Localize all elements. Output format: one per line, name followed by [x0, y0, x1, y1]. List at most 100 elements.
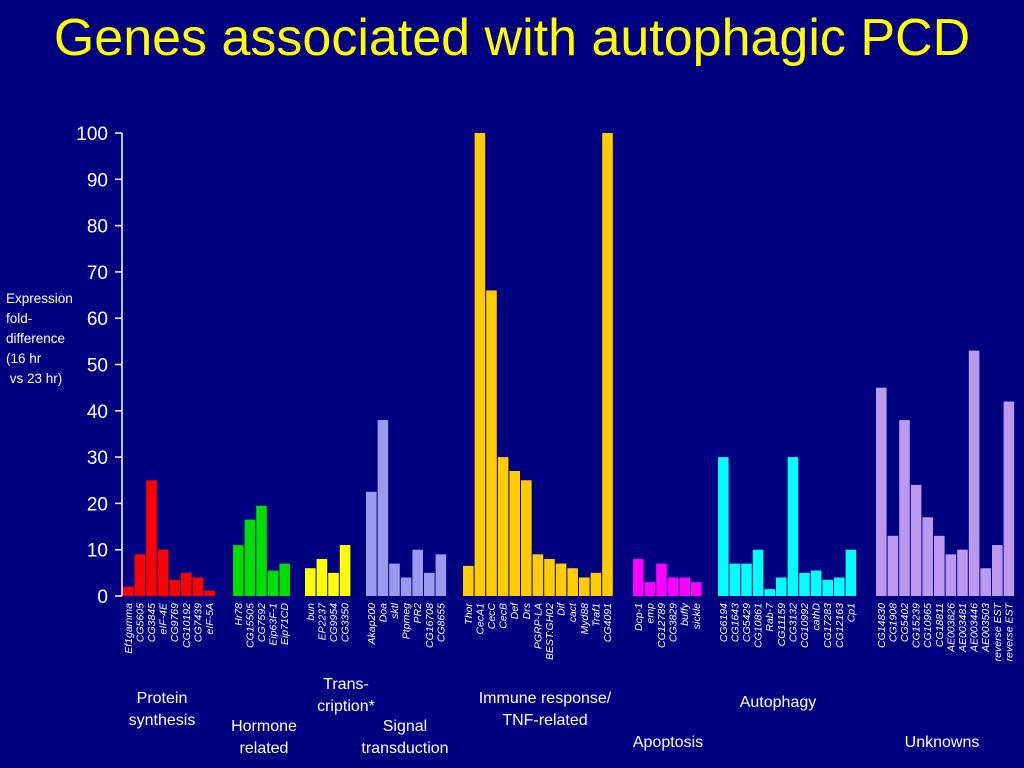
y-tick-label: 60 [87, 309, 108, 330]
x-tick-label: buffy [679, 602, 691, 626]
bar [718, 457, 729, 596]
x-tick-label: CG3829 [668, 603, 680, 642]
x-tick-label: CecA1 [474, 603, 486, 635]
bar [644, 582, 656, 596]
bar [579, 577, 590, 596]
y-tick-label: 40 [87, 402, 108, 423]
bar [555, 563, 567, 596]
x-tick-label: Rab-7 [764, 602, 776, 632]
x-tick-label: Dcp-1 [633, 603, 645, 631]
bar [957, 549, 968, 596]
bar [377, 420, 389, 596]
bar [181, 572, 192, 596]
bar [633, 558, 644, 596]
x-tick-label: AE003446 [969, 603, 981, 653]
bar [656, 563, 667, 596]
y-tick-label: 50 [87, 356, 108, 377]
bar [741, 563, 752, 596]
bar [233, 545, 244, 596]
bar [532, 554, 544, 596]
bar [192, 577, 204, 596]
bar [691, 582, 702, 596]
x-tick-label: CG10192 [181, 603, 193, 648]
x-tick-label: Eip63F-1 [268, 603, 280, 646]
x-tick-label: CG12789 [656, 603, 668, 648]
bar [810, 570, 822, 596]
group-label: Trans- cription* [317, 676, 375, 715]
bar [509, 470, 520, 596]
x-tick-label: Dif [556, 602, 568, 616]
bar [968, 350, 980, 596]
bar [834, 577, 845, 596]
chart-title: Genes associated with autophagic PCD [53, 9, 971, 67]
x-tick-label: CG15505 [244, 603, 256, 648]
x-tick-label: CG14830 [876, 603, 888, 648]
x-tick-label: CecC [486, 603, 498, 630]
y-axis-label: Expression fold- difference (16 hr vs 23… [6, 291, 73, 386]
x-tick-label: reverse EST [1003, 601, 1015, 661]
bar [899, 420, 910, 596]
bar [157, 549, 169, 596]
x-tick-label: Ptpmeg [401, 603, 413, 639]
x-tick-label: CG17283 [822, 603, 834, 648]
x-tick-label: CG1908 [887, 603, 899, 642]
bar [922, 517, 933, 596]
x-tick-label: CG5429 [741, 603, 753, 642]
x-tick-label: Hr78 [233, 603, 245, 626]
bar [134, 554, 146, 596]
x-tick-label: CG3132 [787, 603, 799, 642]
x-tick-label: Doa [377, 603, 389, 622]
bar [267, 570, 279, 596]
bar [486, 290, 497, 596]
bar [980, 568, 991, 596]
x-tick-label: CG16708 [424, 603, 436, 648]
bar [316, 558, 328, 596]
x-tick-label: CG4091 [602, 603, 614, 642]
x-tick-label: CG10992 [799, 603, 811, 648]
group-label: Protein synthesis [128, 690, 196, 729]
y-tick-label: 10 [87, 541, 108, 562]
bar [910, 484, 922, 596]
y-tick-label: 80 [87, 217, 108, 238]
bar [256, 505, 267, 596]
x-tick-label: Eip71CD [279, 603, 291, 645]
bar [146, 480, 157, 596]
x-tick-label: CG10965 [922, 603, 934, 648]
group-label: Autophagy [739, 694, 817, 711]
group-label: Unknowns [904, 734, 980, 751]
x-tick-label: Traf1 [590, 603, 602, 627]
bar [279, 563, 290, 596]
bar [497, 457, 509, 596]
x-tick-label: cathD [811, 603, 823, 631]
x-tick-label: cact [567, 602, 579, 622]
bar [244, 519, 256, 596]
bar [787, 457, 799, 596]
x-tick-label: CG18811 [934, 603, 946, 647]
bar [679, 577, 690, 596]
x-tick-label: reverse EST [992, 601, 1004, 661]
x-tick-label: CG11159 [776, 603, 788, 647]
group-label: Immune response/ TNF-related [478, 690, 612, 729]
x-tick-label: CG9954 [328, 603, 340, 642]
x-tick-label: EP2237 [316, 602, 328, 641]
bar [667, 577, 679, 596]
x-tick-label: CG5402 [899, 603, 911, 642]
bar [123, 586, 134, 596]
x-tick-label: CG1643 [729, 603, 741, 642]
bar [435, 554, 447, 596]
y-tick-label: 90 [87, 170, 108, 191]
bar [887, 535, 899, 596]
x-tick-label: AE003503 [980, 603, 992, 653]
group-label: Apoptosis [632, 734, 704, 751]
x-tick-label: CG12163 [834, 603, 846, 648]
x-tick-label: CG9769 [169, 603, 181, 642]
bar [474, 133, 486, 596]
bar [602, 133, 613, 596]
bar [305, 568, 316, 596]
x-tick-label: CG15239 [911, 603, 923, 648]
y-tick-label: 20 [87, 494, 108, 515]
x-tick-label: Thor [463, 603, 475, 625]
bar [845, 549, 857, 596]
x-tick-label: CG3350 [340, 603, 352, 642]
